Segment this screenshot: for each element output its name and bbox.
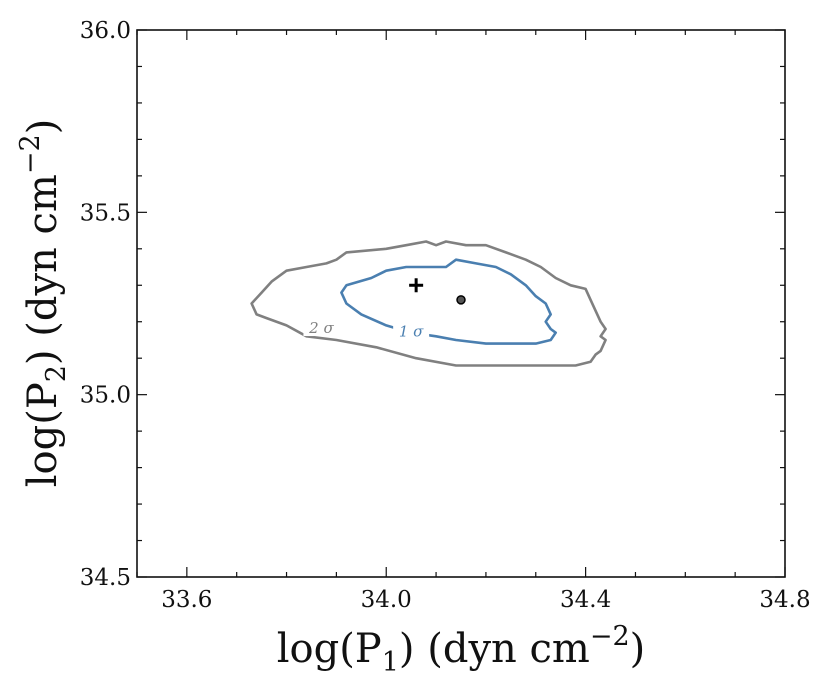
x-axis-label-middle: ) (dyn cm (399, 626, 590, 672)
y-tick-label: 34.5 (80, 565, 131, 591)
x-axis-label: log(P1) (dyn cm−2) (277, 621, 646, 678)
x-axis-label-suffix: ) (630, 626, 646, 672)
x-axis-label-prefix: log(P (277, 626, 382, 672)
contour-line-2 (340, 258, 557, 345)
x-tick-labels: 33.6 34.0 34.4 34.8 (161, 587, 810, 613)
x-axis-label-subscript: 1 (382, 647, 399, 678)
y-tick-label: 36.0 (80, 18, 131, 44)
y-tick-label: 35.0 (80, 383, 131, 409)
contour-label-bg (303, 318, 340, 337)
y-axis-label-superscript: −2 (15, 134, 46, 174)
contour-label-2: 1 σ (399, 323, 424, 341)
y-axis-label-prefix: log(P (20, 382, 66, 487)
y-axis-label-suffix: ) (20, 119, 66, 135)
y-axis-label: log(P2) (dyn cm−2) (15, 119, 72, 488)
x-tick-label: 34.4 (560, 587, 611, 613)
x-axis-label-superscript: −2 (590, 621, 630, 652)
markers (409, 278, 466, 305)
contour-label-bg (393, 321, 430, 340)
y-tick-label: 35.5 (80, 200, 131, 226)
x-tick-label: 34.8 (759, 587, 810, 613)
contour-lines: 2 σ 1 σ (250, 240, 607, 367)
y-axis-label-subscript: 2 (41, 365, 72, 382)
minor-ticks (136, 30, 785, 577)
plot-frame (136, 29, 786, 578)
y-axis-label-middle: ) (dyn cm (20, 174, 66, 365)
x-tick-label: 34.0 (361, 587, 412, 613)
contour-label-1: 2 σ (308, 319, 334, 337)
major-ticks (137, 29, 786, 578)
y-tick-labels: 34.5 35.0 35.5 36.0 (80, 18, 131, 591)
x-tick-label: 33.6 (161, 587, 212, 613)
contour-line-1 (250, 240, 607, 367)
marker-dot (456, 295, 466, 305)
